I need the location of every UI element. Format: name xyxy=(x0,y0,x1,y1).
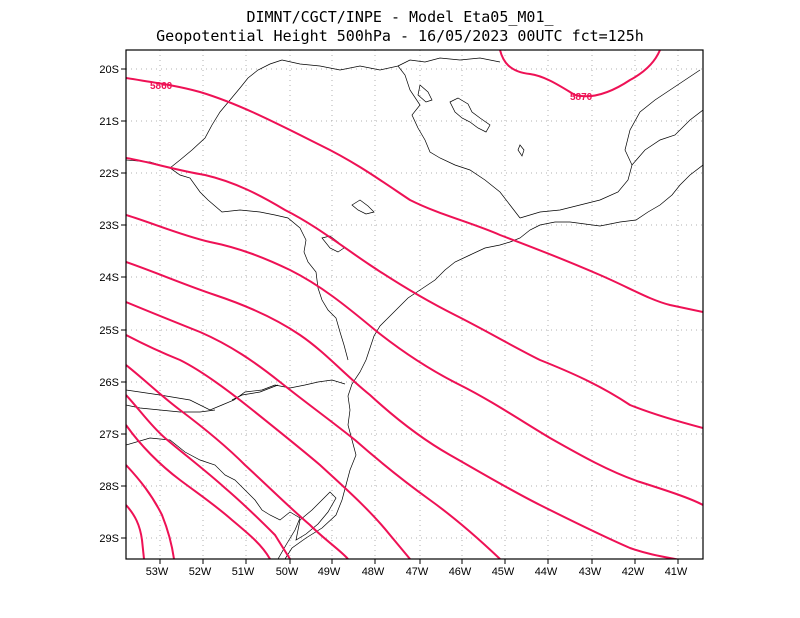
lat-label: 23S xyxy=(99,220,119,232)
lon-label: 51W xyxy=(232,566,255,578)
contour-line xyxy=(499,50,661,98)
contour-line xyxy=(126,394,291,559)
contour-label-5870: 5870 xyxy=(570,92,593,103)
map-gridlines xyxy=(126,50,703,559)
lat-ticks xyxy=(121,68,126,539)
lat-label: 28S xyxy=(99,481,119,493)
contour-line xyxy=(126,334,411,559)
lat-label: 22S xyxy=(99,168,119,180)
lon-label: 53W xyxy=(146,566,169,578)
contour-line xyxy=(126,504,145,559)
lat-label: 25S xyxy=(99,325,119,337)
contour-line xyxy=(126,424,271,559)
lat-label: 20S xyxy=(99,64,119,76)
lon-ticks xyxy=(159,559,679,564)
lon-label: 44W xyxy=(535,566,558,578)
lon-labels: 53W 52W 51W 50W 49W 48W 47W 46W 45W 44W … xyxy=(146,566,688,578)
geopotential-contours xyxy=(126,50,703,559)
lat-label: 26S xyxy=(99,377,119,389)
contour-line xyxy=(126,77,703,313)
lon-label: 47W xyxy=(406,566,429,578)
lon-label: 41W xyxy=(665,566,688,578)
chart-title-line1: DIMNT/CGCT/INPE - Model Eta05_M01_ xyxy=(246,8,554,26)
lon-label: 46W xyxy=(449,566,472,578)
lon-label: 42W xyxy=(622,566,645,578)
contour-line xyxy=(126,261,681,559)
plot-frame xyxy=(125,49,704,560)
lon-label: 50W xyxy=(276,566,299,578)
lon-label: 52W xyxy=(189,566,212,578)
lat-label: 27S xyxy=(99,429,119,441)
lon-label: 45W xyxy=(492,566,515,578)
lon-label: 49W xyxy=(318,566,341,578)
contour-line xyxy=(126,214,703,506)
lat-label: 29S xyxy=(99,533,119,545)
lat-label: 21S xyxy=(99,116,119,128)
contour-line xyxy=(126,301,501,559)
lon-label: 48W xyxy=(362,566,385,578)
contour-label-5860: 5860 xyxy=(150,81,173,92)
lat-labels: 20S 21S 22S 23S 24S 25S 26S 27S 28S 29S xyxy=(99,64,119,545)
chart-title-line2: Geopotential Height 500hPa - 16/05/2023 … xyxy=(156,27,644,45)
lat-label: 24S xyxy=(99,272,119,284)
contour-line xyxy=(126,464,175,559)
contour-line xyxy=(126,157,703,429)
contour-line xyxy=(126,364,349,559)
lon-label: 43W xyxy=(579,566,602,578)
coastline-boundaries xyxy=(126,57,703,559)
